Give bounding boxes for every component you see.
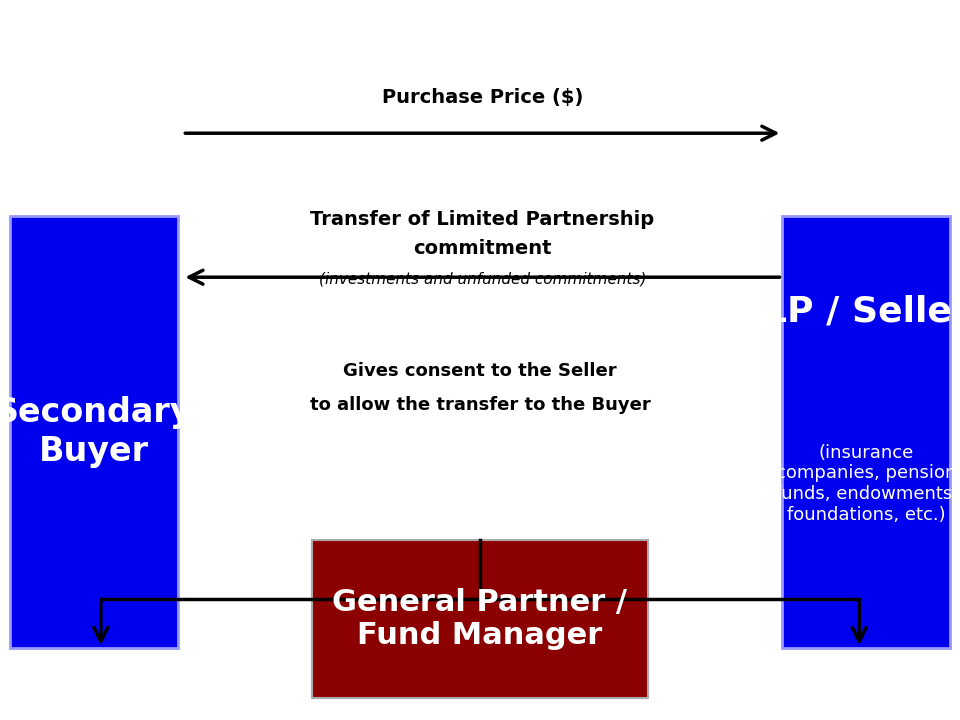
Text: (investments and unfunded commitments): (investments and unfunded commitments) (319, 272, 646, 287)
Text: to allow the transfer to the Buyer: to allow the transfer to the Buyer (310, 396, 650, 413)
Text: Secondary
Buyer: Secondary Buyer (0, 397, 192, 467)
Bar (312, 540, 648, 698)
Text: commitment: commitment (413, 239, 552, 258)
Text: General Partner /
Fund Manager: General Partner / Fund Manager (332, 588, 628, 650)
Text: Transfer of Limited Partnership: Transfer of Limited Partnership (310, 210, 655, 229)
Text: (insurance
companies, pension
funds, endowments,
foundations, etc.): (insurance companies, pension funds, end… (775, 444, 958, 524)
Bar (782, 216, 950, 648)
Bar (10, 216, 178, 648)
Text: Purchase Price ($): Purchase Price ($) (382, 88, 583, 107)
Text: Gives consent to the Seller: Gives consent to the Seller (343, 361, 617, 380)
Text: LP / Seller: LP / Seller (763, 294, 960, 328)
